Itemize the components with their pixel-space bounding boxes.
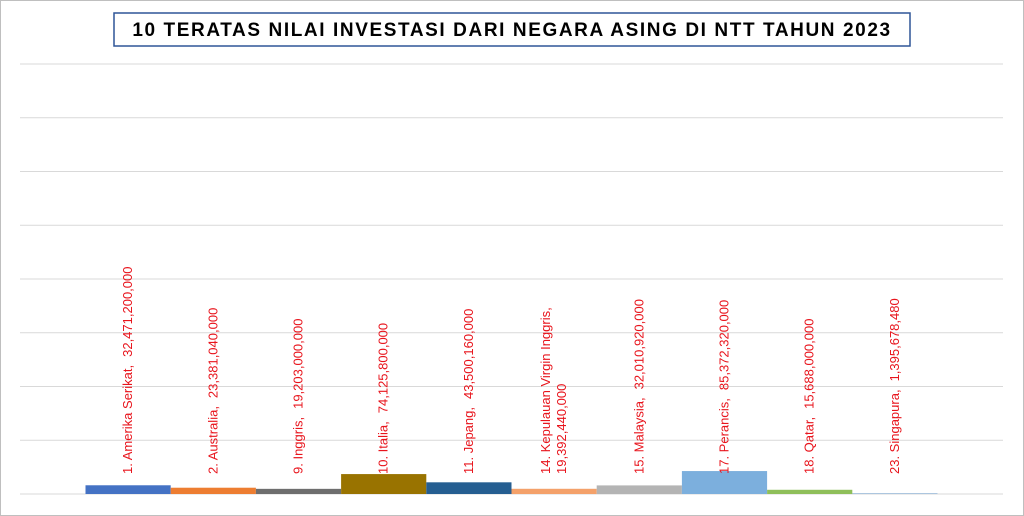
data-label: 23. Singapura, 1,395,678,480 <box>887 298 902 474</box>
data-label-value: 32,010,920,000 <box>631 299 646 389</box>
data-label-category: 1. Amerika Serikat, <box>120 365 135 474</box>
bar <box>85 485 171 494</box>
bar <box>341 474 427 494</box>
title-box <box>113 12 911 47</box>
data-label: 14. Kepulauan Virgin Inggris,19,392,440,… <box>538 307 569 474</box>
bar <box>767 489 853 494</box>
data-label-value: 15,688,000,000 <box>802 319 817 409</box>
data-label-category: 14. Kepulauan Virgin Inggris, <box>538 307 553 474</box>
bar <box>170 487 256 494</box>
bar <box>596 485 682 494</box>
data-label-category: 2. Australia, <box>205 406 220 474</box>
data-label: 17. Perancis, 85,372,320,000 <box>717 300 732 474</box>
data-label: 15. Malaysia, 32,010,920,000 <box>631 299 646 474</box>
bar <box>511 488 597 494</box>
data-label-category: 18. Qatar, <box>802 417 817 474</box>
data-label-category: 17. Perancis, <box>717 398 732 474</box>
bar <box>681 471 768 494</box>
data-label-value: 32,471,200,000 <box>120 267 135 357</box>
data-label-value: 43,500,160,000 <box>461 309 476 399</box>
data-label-value: 23,381,040,000 <box>205 308 220 398</box>
chart-title: 10 TERATAS NILAI INVESTASI DARI NEGARA A… <box>132 20 891 41</box>
data-label: 11. Jepang, 43,500,160,000 <box>461 309 476 474</box>
data-label-value: 74,125,800,000 <box>376 323 391 413</box>
data-label: 18. Qatar, 15,688,000,000 <box>802 319 817 474</box>
data-label: 1. Amerika Serikat, 32,471,200,000 <box>120 267 135 474</box>
data-label-category: 15. Malaysia, <box>631 397 646 474</box>
data-label: 9. Inggris, 19,203,000,000 <box>291 319 306 474</box>
bar <box>255 488 342 494</box>
data-label-category: 23. Singapura, <box>887 389 902 474</box>
data-label: 10. Italia, 74,125,800,000 <box>376 323 391 474</box>
data-label: 2. Australia, 23,381,040,000 <box>205 308 220 474</box>
data-label-value: 19,203,000,000 <box>291 319 306 409</box>
data-label-category: 10. Italia, <box>376 421 391 474</box>
data-label-value: 1,395,678,480 <box>887 298 902 381</box>
data-label-value: 19,392,440,000 <box>554 384 569 474</box>
data-label-category: 11. Jepang, <box>461 407 476 474</box>
data-label-value: 85,372,320,000 <box>717 300 732 390</box>
bar <box>426 482 512 494</box>
data-label-category: 9. Inggris, <box>291 417 306 474</box>
